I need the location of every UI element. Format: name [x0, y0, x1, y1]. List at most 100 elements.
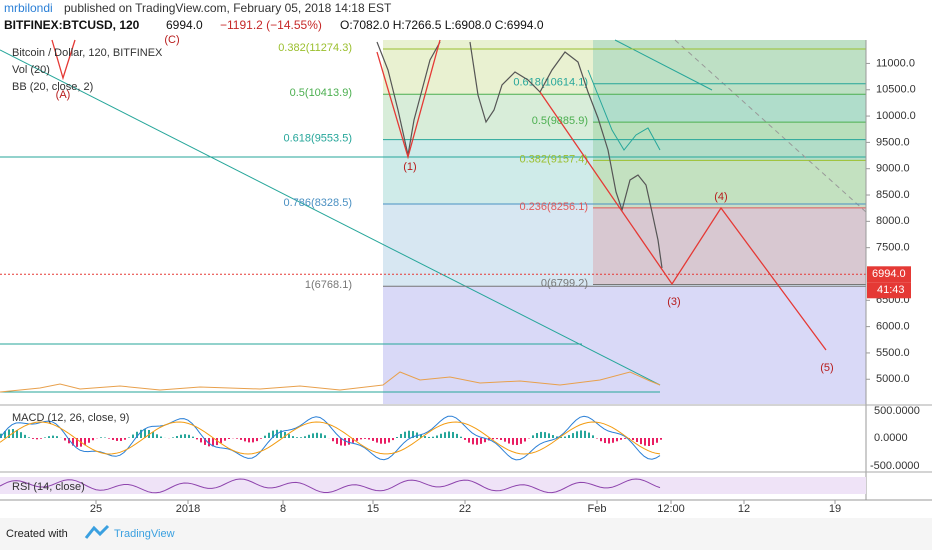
wave-label: (4) [714, 191, 727, 203]
macd-hist [64, 438, 66, 440]
fib-band [593, 40, 866, 84]
macd-hist [192, 437, 194, 438]
macd-hist [636, 438, 638, 442]
macd-hist [228, 438, 230, 439]
fib-label: 0.236(8256.1) [520, 201, 589, 213]
y-tick-label: 9500.0 [876, 136, 910, 148]
macd-hist [648, 438, 650, 446]
macd-hist [408, 431, 410, 438]
x-tick-label: 19 [829, 503, 841, 515]
x-tick-label: 12 [738, 503, 750, 515]
legend-item: Vol (20) [12, 64, 50, 76]
macd-hist [296, 437, 298, 438]
macd-hist [288, 434, 290, 438]
macd-hist [652, 438, 654, 445]
macd-hist [464, 438, 466, 440]
published: published on TradingView.com, February 0… [64, 1, 392, 15]
macd-hist [564, 437, 566, 438]
change: −1191.2 (−14.55%) [220, 18, 322, 32]
macd-hist [640, 438, 642, 444]
macd-hist [24, 435, 26, 438]
fib-label: 0.382(9157.4) [520, 153, 589, 165]
macd-hist [424, 436, 426, 438]
macd-hist [44, 437, 46, 438]
brand[interactable]: TradingView [114, 528, 175, 540]
macd-hist [344, 438, 346, 446]
macd-hist [300, 437, 302, 438]
macd-hist [236, 438, 238, 439]
macd-hist [116, 438, 118, 441]
macd-hist [384, 438, 386, 444]
macd-hist [448, 431, 450, 438]
macd-hist [180, 435, 182, 438]
y-tick-label: 5000.0 [876, 373, 910, 385]
macd-hist [548, 433, 550, 438]
macd-hist [40, 438, 42, 439]
macd-hist [644, 438, 646, 446]
macd-hist [428, 437, 430, 438]
y-tick-label: 11000.0 [876, 57, 915, 69]
macd-hist [252, 438, 254, 442]
macd-hist [540, 432, 542, 438]
fib-band [593, 122, 866, 160]
macd-hist [512, 438, 514, 445]
macd-hist [532, 435, 534, 438]
macd-hist [536, 433, 538, 438]
y-tick-label: 7500.0 [876, 242, 910, 254]
macd-hist [444, 432, 446, 438]
y-tick-label: 10500.0 [876, 84, 916, 96]
macd-hist [304, 436, 306, 438]
macd-hist [312, 433, 314, 438]
macd-hist [324, 435, 326, 438]
y-tick-label: 6000.0 [876, 321, 910, 333]
macd-hist [468, 438, 470, 443]
macd-hist [52, 436, 54, 438]
fib-label: 0.786(8328.5) [284, 197, 353, 209]
macd-hist [576, 431, 578, 438]
macd-hist [316, 433, 318, 438]
macd-hist [244, 438, 246, 441]
macd-hist [196, 438, 198, 439]
macd-hist [100, 437, 102, 438]
macd-hist [500, 438, 502, 440]
macd-hist [452, 432, 454, 438]
macd-hist [292, 436, 294, 438]
macd-hist [472, 438, 474, 444]
macd-hist [660, 438, 662, 440]
last-price: 6994.0 [166, 18, 203, 32]
fib-band [593, 160, 866, 207]
macd-hist [200, 438, 202, 442]
macd-hist [336, 438, 338, 444]
macd-hist [456, 434, 458, 438]
macd-hist [400, 434, 402, 438]
macd-hist [552, 435, 554, 438]
macd-hist [616, 438, 618, 441]
macd-hist [388, 438, 390, 443]
macd-hist [600, 438, 602, 441]
lower-zone [383, 286, 866, 404]
macd-hist [372, 438, 374, 441]
macd-hist [20, 432, 22, 438]
macd-hist [524, 438, 526, 441]
macd-hist [220, 438, 222, 443]
macd-hist [308, 435, 310, 438]
macd-hist [588, 433, 590, 438]
macd-hist [224, 438, 226, 441]
macd-hist [404, 432, 406, 438]
author[interactable]: mrbilondi [4, 1, 53, 15]
y-tick-label: 8000.0 [876, 215, 910, 227]
macd-hist [544, 432, 546, 438]
price-tag-label: 6994.0 [872, 268, 906, 280]
macd-hist [608, 438, 610, 443]
x-tick-label: 2018 [176, 503, 200, 515]
macd-hist [248, 438, 250, 442]
macd-hist [392, 438, 394, 440]
wave-label: (1) [403, 161, 416, 173]
macd-hist [656, 438, 658, 443]
wave-label: (3) [667, 296, 680, 308]
macd-hist [132, 435, 134, 438]
macd-hist [380, 438, 382, 444]
macd-hist [568, 435, 570, 438]
macd-hist [440, 434, 442, 438]
macd-hist [508, 438, 510, 444]
